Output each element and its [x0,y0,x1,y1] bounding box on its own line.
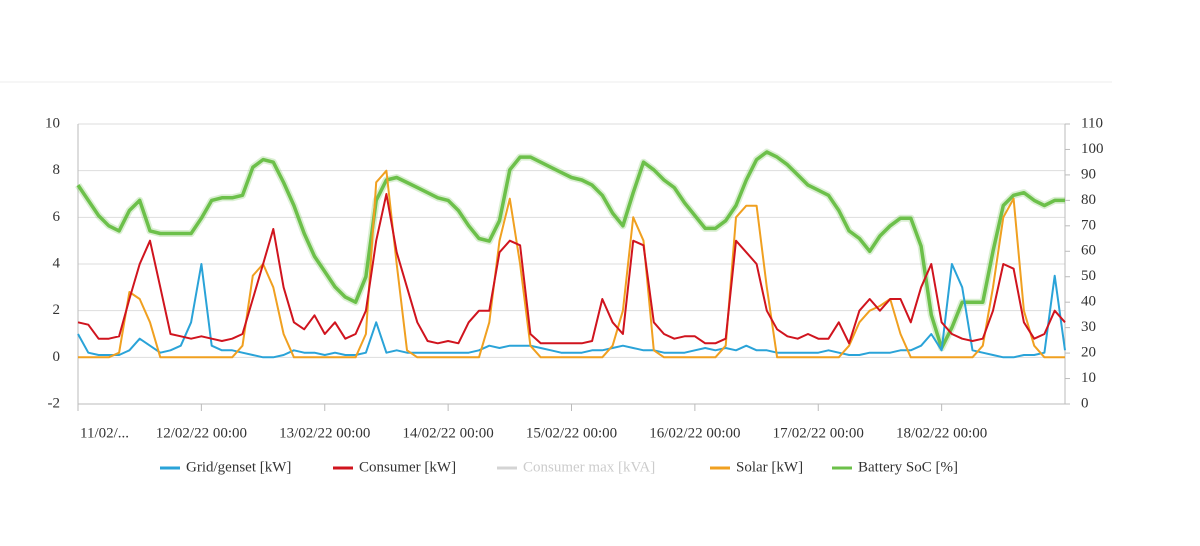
x-tick-label: 11/02/... [80,425,129,441]
x-tick-label: 18/02/22 00:00 [896,425,987,441]
y2-tick-label: 80 [1081,192,1096,208]
y2-tick-label: 30 [1081,319,1096,335]
series-line [77,263,1066,359]
y-tick-label: 4 [53,255,61,271]
y2-tick-label: 40 [1081,294,1096,310]
series-line [78,169,1065,359]
y-tick-label: 8 [53,162,61,178]
series-glow [75,148,1065,352]
x-tick-label: 13/02/22 00:00 [279,425,370,441]
y-tick-label: 0 [53,349,61,365]
x-tick-label: 12/02/22 00:00 [156,425,247,441]
y-tick-label: 6 [53,209,61,225]
legend-label: Grid/genset [kW] [186,459,291,475]
y-tick-label: -2 [48,395,61,411]
x-tick-label: 17/02/22 00:00 [773,425,864,441]
y2-tick-label: 0 [1081,395,1089,411]
y2-tick-label: 70 [1081,217,1096,233]
y2-tick-label: 100 [1081,141,1104,157]
y-tick-label: 10 [45,115,60,131]
legend-label: Solar [kW] [736,459,803,475]
y2-tick-label: 10 [1081,370,1096,386]
series-line [77,193,1066,345]
y2-tick-label: 20 [1081,345,1096,361]
x-tick-label: 16/02/22 00:00 [649,425,740,441]
y2-tick-label: 50 [1081,268,1096,284]
series-line [76,150,1065,350]
y2-tick-label: 90 [1081,166,1096,182]
legend-label: Consumer [kW] [359,459,456,475]
y2-tick-label: 60 [1081,243,1096,259]
y2-tick-label: 110 [1081,115,1103,131]
x-tick-label: 14/02/22 00:00 [402,425,493,441]
y-tick-label: 2 [53,302,61,318]
legend-label: Consumer max [kVA] [523,459,655,475]
x-tick-label: 15/02/22 00:00 [526,425,617,441]
legend-label: Battery SoC [%] [858,459,958,475]
